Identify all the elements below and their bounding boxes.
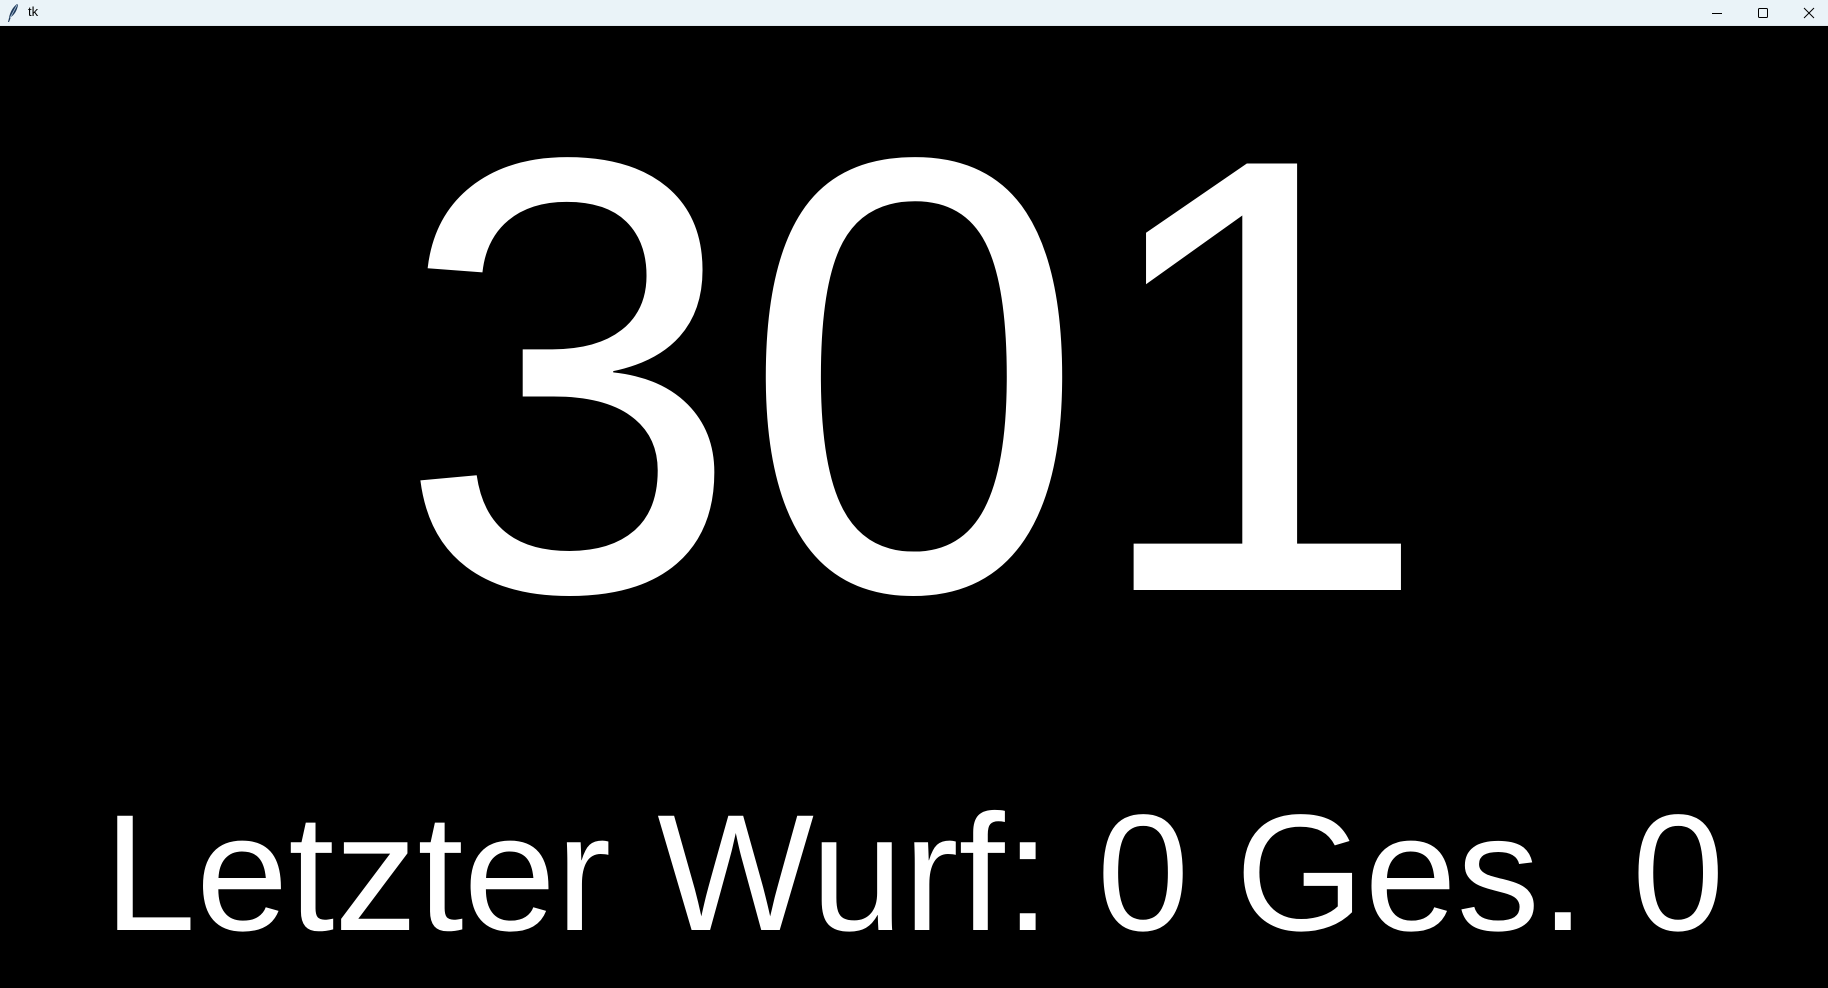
- maximize-icon: [1758, 8, 1768, 18]
- minimize-icon: [1712, 13, 1722, 14]
- maximize-button[interactable]: [1740, 0, 1786, 26]
- tk-feather-icon: [8, 4, 18, 22]
- title-bar[interactable]: tk: [0, 0, 1828, 26]
- close-icon: [1803, 7, 1815, 19]
- window-title: tk: [28, 4, 39, 19]
- minimize-button[interactable]: [1694, 0, 1740, 26]
- game-canvas: 301 Letzter Wurf: 0 Ges. 0: [0, 26, 1828, 988]
- close-button[interactable]: [1786, 0, 1828, 26]
- remaining-score: 301: [396, 30, 1432, 722]
- last-throw-status: Letzter Wurf: 0 Ges. 0: [103, 781, 1725, 966]
